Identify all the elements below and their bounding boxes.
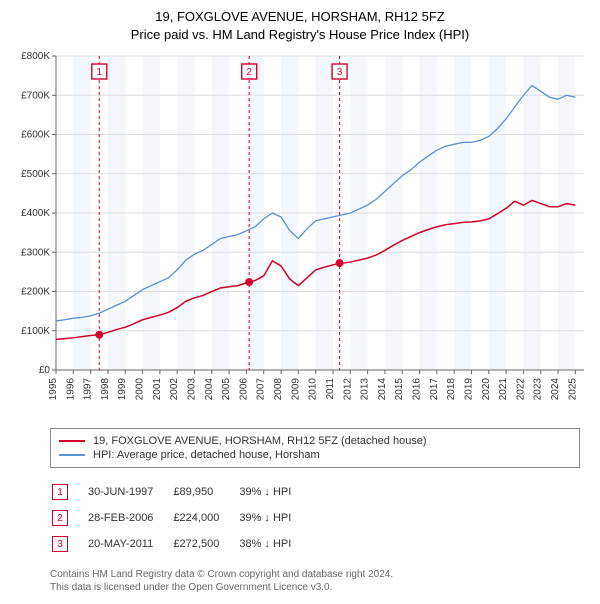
y-tick-label: £800K [21,51,50,62]
x-tick-label: 2018 [446,378,457,401]
x-tick-label: 2019 [463,378,474,401]
x-tick-label: 1995 [48,378,59,401]
sale-price: £272,500 [173,532,237,556]
x-tick-label: 2008 [273,378,284,401]
sale-date: 20-MAY-2011 [88,532,171,556]
chart: £0 £100K £200K £300K £400K £500K £600K £700K £80… [10,50,590,420]
legend-row: HPI: Average price, detached house, Hors… [59,449,571,461]
sale-badge: 2 [52,510,68,526]
sale-delta: 38% ↓ HPI [239,532,309,556]
legend-label: 19, FOXGLOVE AVENUE, HORSHAM, RH12 5FZ (… [93,435,427,447]
legend-swatch [59,454,85,456]
x-tick-label: 2021 [498,378,509,401]
x-tick-label: 2015 [394,378,405,401]
x-tick-label: 2005 [221,378,232,401]
chart-svg: £0 £100K £200K £300K £400K £500K £600K £700K £80… [10,50,590,420]
y-tick-label: £200K [21,287,50,298]
title-line-2: Price paid vs. HM Land Registry's House … [10,26,590,44]
sale-marker-badge-label: 2 [246,67,252,78]
x-tick-label: 2012 [342,378,353,401]
x-tick-label: 2006 [238,378,249,401]
sale-marker-dot [245,278,253,286]
sales-table: 1 30-JUN-1997£89,95039% ↓ HPI 2 28-FEB-2006… [50,478,311,558]
x-tick-label: 2014 [377,378,388,401]
x-tick-label: 1996 [65,378,76,401]
legend-row: 19, FOXGLOVE AVENUE, HORSHAM, RH12 5FZ (… [59,435,571,447]
y-tick-label: £100K [21,326,50,337]
sale-marker-badge-label: 1 [96,67,102,78]
x-tick-label: 2002 [169,378,180,401]
sale-marker-dot [336,259,344,267]
x-tick-label: 2024 [550,378,561,401]
table-row: 1 30-JUN-1997£89,95039% ↓ HPI [52,480,309,504]
y-tick-label: £400K [21,208,50,219]
x-tick-label: 2001 [152,378,163,401]
x-tick-label: 2017 [429,378,440,401]
sale-date: 28-FEB-2006 [88,506,171,530]
sale-date: 30-JUN-1997 [88,480,171,504]
sale-badge: 3 [52,536,68,552]
y-tick-label: £300K [21,248,50,259]
x-tick-label: 2000 [135,378,146,401]
y-tick-label: £0 [39,365,51,376]
sale-marker-dot [95,331,103,339]
sale-price: £224,000 [173,506,237,530]
sale-delta: 39% ↓ HPI [239,506,309,530]
footer-line-2: This data is licensed under the Open Gov… [50,581,580,594]
x-tick-label: 1998 [100,378,111,401]
table-row: 2 28-FEB-2006£224,00039% ↓ HPI [52,506,309,530]
x-tick-label: 2023 [533,378,544,401]
footer-line-1: Contains HM Land Registry data © Crown c… [50,568,580,581]
x-tick-label: 2020 [481,378,492,401]
x-tick-label: 2022 [515,378,526,401]
title-line-1: 19, FOXGLOVE AVENUE, HORSHAM, RH12 5FZ [10,8,590,26]
x-tick-label: 2009 [290,378,301,401]
x-tick-label: 2004 [204,378,215,401]
x-tick-label: 2007 [256,378,267,401]
legend-label: HPI: Average price, detached house, Hors… [93,449,320,461]
x-tick-label: 2011 [325,378,336,400]
x-tick-label: 2016 [412,378,423,401]
x-tick-label: 1997 [83,378,94,401]
y-tick-label: £600K [21,130,50,141]
footer-note: Contains HM Land Registry data © Crown c… [50,568,580,594]
legend: 19, FOXGLOVE AVENUE, HORSHAM, RH12 5FZ (… [50,428,580,468]
sale-marker-badge-label: 3 [337,67,343,78]
x-tick-label: 2025 [567,378,578,401]
legend-swatch [59,440,85,442]
y-tick-label: £700K [21,91,50,102]
y-tick-label: £500K [21,169,50,180]
title-block: 19, FOXGLOVE AVENUE, HORSHAM, RH12 5FZ P… [10,8,590,44]
sale-delta: 39% ↓ HPI [239,480,309,504]
table-row: 3 20-MAY-2011£272,50038% ↓ HPI [52,532,309,556]
chart-container: 19, FOXGLOVE AVENUE, HORSHAM, RH12 5FZ P… [0,0,600,604]
x-tick-label: 2003 [186,378,197,401]
x-tick-label: 2013 [360,378,371,401]
sale-badge: 1 [52,484,68,500]
x-tick-label: 2010 [308,378,319,401]
x-tick-label: 1999 [117,378,128,401]
sale-price: £89,950 [173,480,237,504]
